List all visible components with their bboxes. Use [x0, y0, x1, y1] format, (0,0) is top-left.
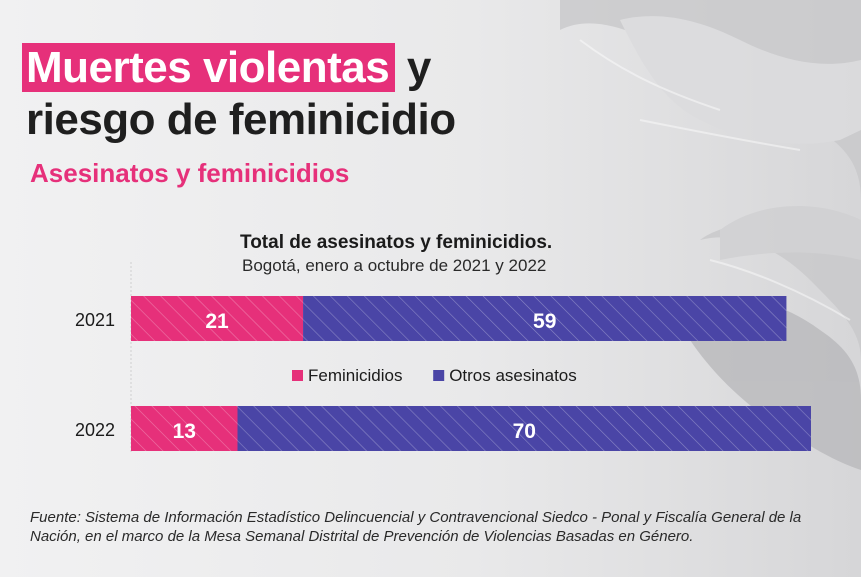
page-title-line2: riesgo de feminicidio	[26, 95, 456, 144]
legend-label-1: Otros asesinatos	[449, 366, 577, 385]
legend-label-0: Feminicidios	[308, 366, 402, 385]
title-highlight: Muertes violentas	[22, 43, 396, 92]
category-label-2022: 2022	[75, 420, 115, 440]
data-label-2021-1: 59	[533, 310, 556, 333]
chart-subtitle: Bogotá, enero a octubre de 2021 y 2022	[242, 256, 547, 275]
data-label-2021-0: 21	[205, 310, 229, 333]
legend-swatch-0	[292, 370, 303, 381]
source-note: Fuente: Sistema de Información Estadísti…	[30, 509, 802, 545]
title-rest: y	[395, 43, 431, 92]
chart-title: Total de asesinatos y feminicidios.	[240, 232, 553, 253]
bar-hatch-2021-0	[131, 296, 304, 341]
data-label-2022-0: 13	[173, 420, 196, 443]
page-title-line1: Muertes violentas y	[22, 42, 431, 94]
bar-hatch-2022-1	[237, 406, 811, 451]
legend-swatch-1	[433, 370, 445, 381]
data-label-2022-1: 70	[513, 420, 536, 443]
section-subtitle: Asesinatos y feminicidios	[30, 158, 350, 188]
bar-hatch-2022-0	[131, 406, 238, 451]
bar-hatch-2021-1	[303, 296, 787, 341]
category-label-2021: 2021	[75, 310, 115, 330]
